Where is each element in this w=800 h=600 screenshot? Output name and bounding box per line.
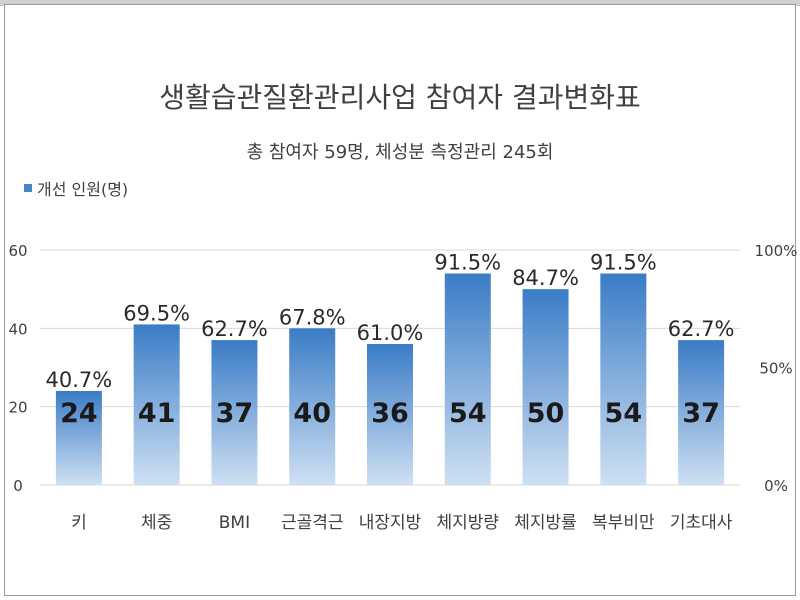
value-label: 54 xyxy=(605,398,643,429)
category-label: 근골격근 xyxy=(281,513,344,533)
value-label: 36 xyxy=(371,398,409,429)
y2-tick-label: 0% xyxy=(764,477,788,495)
legend-label: 개선 인원(명) xyxy=(37,180,129,199)
percent-label: 91.5% xyxy=(434,251,501,275)
bar xyxy=(133,324,180,485)
percent-label: 40.7% xyxy=(46,368,113,392)
percent-label: 67.8% xyxy=(279,305,346,329)
category-label: BMI xyxy=(219,513,250,533)
percent-label: 84.7% xyxy=(512,266,579,290)
chart-subtitle: 총 참여자 59명, 체성분 측정관리 245회 xyxy=(246,142,554,163)
category-label: 체지방률 xyxy=(514,513,577,533)
bar xyxy=(55,391,102,485)
category-label: 기초대사 xyxy=(670,513,733,533)
percent-label: 61.0% xyxy=(357,321,424,345)
bar xyxy=(211,340,258,485)
bar xyxy=(600,273,647,485)
category-label: 내장지방 xyxy=(359,513,422,533)
bar xyxy=(289,328,336,485)
y-tick-label: 60 xyxy=(8,242,27,260)
category-label: 체지방량 xyxy=(436,513,499,533)
y-tick-label: 0 xyxy=(13,477,23,495)
legend-swatch xyxy=(24,184,32,192)
value-label: 54 xyxy=(449,398,487,429)
value-label: 37 xyxy=(216,398,254,429)
bar xyxy=(522,289,569,485)
bar xyxy=(678,340,725,485)
percent-label: 62.7% xyxy=(201,317,268,341)
y2-tick-label: 50% xyxy=(759,360,792,378)
value-label: 37 xyxy=(682,398,720,429)
chart-title: 생활습관질환관리사업 참여자 결과변화표 xyxy=(159,81,641,114)
bar xyxy=(444,273,491,485)
legend: 개선 인원(명) xyxy=(24,176,128,200)
category-label: 키 xyxy=(71,513,87,533)
percent-label: 62.7% xyxy=(668,317,735,341)
y-tick-label: 40 xyxy=(8,320,27,338)
percent-label: 69.5% xyxy=(123,301,190,325)
category-label: 복부비만 xyxy=(592,513,655,533)
y-tick-label: 20 xyxy=(8,399,27,417)
category-label: 체중 xyxy=(141,513,172,533)
top-shade xyxy=(0,0,800,6)
value-label: 50 xyxy=(527,398,565,429)
y2-tick-label: 100% xyxy=(755,242,798,260)
chart-frame xyxy=(4,4,796,596)
value-label: 40 xyxy=(293,398,331,429)
value-label: 24 xyxy=(60,398,98,429)
value-label: 41 xyxy=(138,398,176,429)
bar xyxy=(367,344,413,485)
percent-label: 91.5% xyxy=(590,251,657,275)
